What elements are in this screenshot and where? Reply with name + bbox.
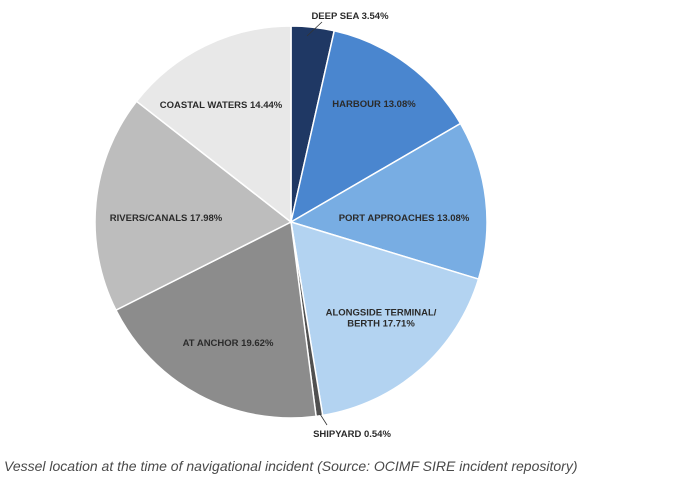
slice-label: ALONGSIDE TERMINAL/BERTH 17.71% xyxy=(326,308,437,330)
pie-chart: DEEP SEA 3.54% HARBOUR 13.08% PORT APPROAC… xyxy=(94,11,488,440)
label-leader-line xyxy=(306,21,323,37)
slice-label: AT ANCHOR 19.62% xyxy=(183,338,274,349)
pie-slice xyxy=(135,25,292,224)
slice-label: DEEP SEA 3.54% xyxy=(311,11,389,22)
slice-label: HARBOUR 13.08% xyxy=(332,99,416,110)
slice-label: PORT APPROACHES 13.08% xyxy=(339,213,470,224)
pie-slice xyxy=(290,220,480,417)
slice-label: COASTAL WATERS 14.44% xyxy=(160,100,283,111)
pie-slice xyxy=(289,29,462,224)
pie-slice xyxy=(94,100,293,312)
pie-slice xyxy=(114,220,317,419)
slice-label: RIVERS/CANALS 17.98% xyxy=(110,213,223,224)
chart-caption: Vessel location at the time of navigatio… xyxy=(4,458,578,474)
label-leader-line xyxy=(319,413,328,426)
slice-label: SHIPYARD 0.54% xyxy=(313,429,391,440)
pie-slice xyxy=(289,122,488,281)
